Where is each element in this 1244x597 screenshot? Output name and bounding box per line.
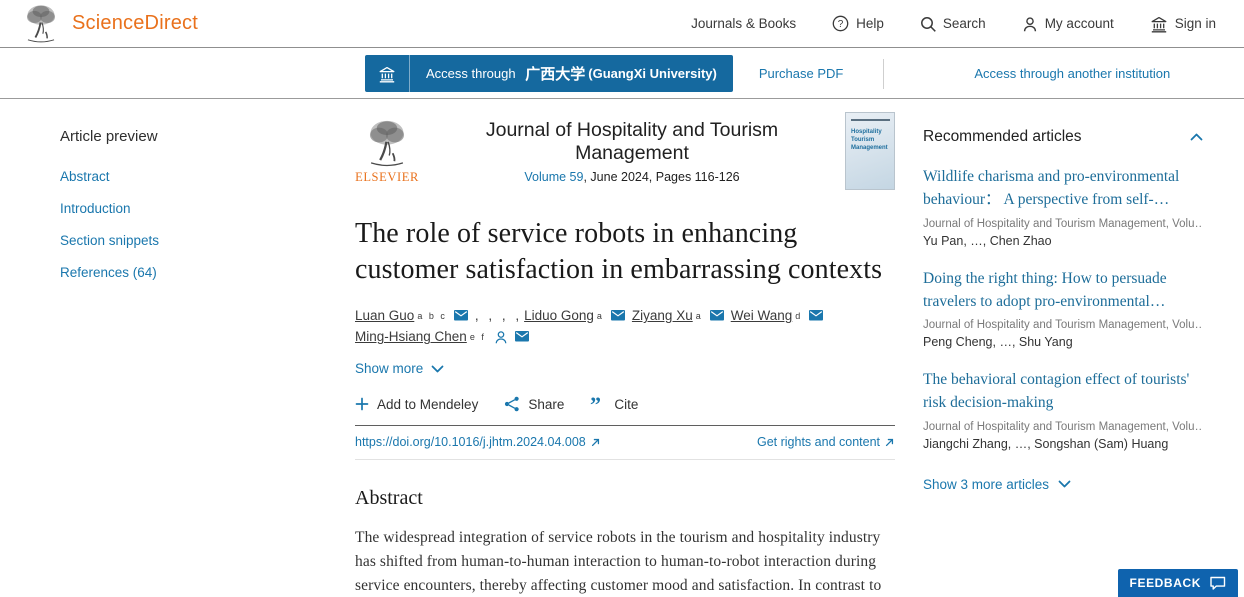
journal-banner-center: Journal of Hospitality and Tourism Manag… — [433, 119, 831, 184]
access-another-institution-link[interactable]: Access through another institution — [974, 66, 1171, 81]
chevron-down-icon — [1058, 480, 1071, 488]
recommended-article-source: Journal of Hospitality and Tourism Manag… — [923, 319, 1203, 331]
article-title: The role of service robots in enhancing … — [355, 218, 883, 286]
envelope-icon[interactable] — [514, 331, 529, 343]
get-rights-link[interactable]: Get rights and content — [757, 435, 895, 449]
recommended-article-source: Journal of Hospitality and Tourism Manag… — [923, 420, 1203, 433]
recommended-article-item: Doing the right thing: How to persuade t… — [923, 267, 1203, 350]
cite-button[interactable]: ” Cite — [590, 397, 638, 412]
svg-text:”: ” — [590, 397, 601, 411]
person-icon — [1023, 16, 1036, 32]
author-ziyang-xu: Ziyang Xu a — [632, 308, 731, 323]
external-link-icon — [885, 438, 894, 446]
article-main-column: ELSEVIER Journal of Hospitality and Tour… — [355, 112, 895, 597]
feedback-bubble-icon — [1210, 576, 1226, 590]
author-separators: , , , , — [474, 308, 523, 324]
envelope-icon[interactable] — [809, 310, 824, 322]
top-navigation: Journals & Books Help Search My account … — [691, 15, 1216, 33]
help-icon — [832, 15, 849, 32]
envelope-icon[interactable] — [610, 310, 625, 322]
elsevier-wordmark: ELSEVIER — [355, 169, 419, 184]
article-actions-row: Add to Mendeley Share ” Cite — [355, 396, 895, 413]
feedback-button[interactable]: FEEDBACK — [1117, 569, 1238, 597]
chevron-down-icon — [431, 365, 444, 373]
sidebar-item-abstract[interactable]: Abstract — [60, 169, 110, 184]
recommended-article-link[interactable]: Wildlife charisma and pro-environmental … — [923, 168, 1180, 209]
author-link[interactable]: Ziyang Xu — [631, 308, 693, 324]
institution-icon — [365, 55, 410, 92]
add-to-mendeley-button[interactable]: Add to Mendeley — [355, 397, 478, 412]
nav-sign-in[interactable]: Sign in — [1150, 15, 1216, 33]
author-wei-wang: Wei Wang d — [731, 308, 831, 323]
elsevier-logo[interactable]: ELSEVIER — [355, 118, 419, 185]
author-link[interactable]: Luan Guo — [355, 308, 415, 324]
volume-issue-line: Volume 59, June 2024, Pages 116-126 — [524, 169, 740, 184]
journal-cover-thumbnail[interactable]: Hospitality Tourism Management — [845, 112, 895, 190]
access-button-label: Access through 广西大学 (GuangXi University) — [410, 55, 733, 92]
recommended-articles-title: Recommended articles — [923, 128, 1082, 145]
institution-name-cjk: 广西大学 — [525, 66, 586, 83]
show-more-authors-button[interactable]: Show more — [355, 361, 895, 376]
author-link[interactable]: Liduo Gong — [524, 308, 594, 324]
author-ming-hsiang-chen: Ming-Hsiang Chen e f — [355, 329, 536, 344]
nav-search[interactable]: Search — [920, 16, 986, 32]
brand-wordmark: ScienceDirect — [72, 12, 198, 34]
person-icon[interactable] — [494, 330, 508, 344]
institutional-access-bar: Access through 广西大学 (GuangXi University)… — [0, 49, 1244, 99]
collapse-panel-button[interactable] — [1190, 133, 1203, 141]
envelope-icon[interactable] — [453, 310, 468, 322]
sciencedirect-logo[interactable]: ScienceDirect — [22, 3, 198, 44]
elsevier-tree-icon — [26, 4, 56, 43]
recommended-article-source: Journal of Hospitality and Tourism Manag… — [923, 217, 1203, 230]
journal-title-link[interactable]: Journal of Hospitality and Tourism Manag… — [485, 118, 779, 164]
recommended-article-authors: Yu Pan, …, Chen Zhao — [923, 233, 1052, 248]
purchase-pdf-link[interactable]: Purchase PDF — [758, 66, 844, 81]
access-bar-divider — [883, 58, 885, 89]
share-button[interactable]: Share — [504, 396, 564, 413]
chevron-up-icon — [1190, 133, 1203, 141]
search-icon — [920, 16, 936, 32]
author-link[interactable]: Wei Wang — [730, 308, 793, 324]
authors-row: Luan Guo a b c , , , , Liduo Gong a Ziyang… — [355, 308, 895, 344]
doi-link[interactable]: https://doi.org/10.1016/j.jhtm.2024.04.0… — [355, 435, 601, 449]
cite-quote-icon: ” — [590, 397, 601, 411]
nav-help[interactable]: Help — [832, 15, 884, 32]
show-more-articles-button[interactable]: Show 3 more articles — [923, 477, 1203, 492]
article-preview-sidebar: Article preview Abstract Introduction Se… — [60, 128, 310, 297]
share-icon — [504, 396, 520, 413]
abstract-text: The widespread integration of service ro… — [355, 529, 882, 594]
institution-name-en: (GuangXi University) — [588, 66, 717, 81]
nav-my-account[interactable]: My account — [1022, 16, 1114, 32]
recommended-article-authors: Jiangchi Zhang, …, Songshan (Sam) Huang — [923, 436, 1169, 451]
access-through-institution-button[interactable]: Access through 广西大学 (GuangXi University) — [365, 55, 733, 92]
author-link[interactable]: Ming-Hsiang Chen — [355, 329, 467, 345]
sidebar-item-introduction[interactable]: Introduction — [60, 201, 131, 216]
recommended-article-link[interactable]: Doing the right thing: How to persuade t… — [923, 269, 1167, 310]
recommended-articles-header: Recommended articles — [923, 128, 1203, 146]
author-liduo-gong: Liduo Gong a — [524, 308, 632, 323]
recommended-article-item: Wildlife charisma and pro-environmental … — [923, 165, 1203, 248]
top-header: ScienceDirect Journals & Books Help Sear… — [0, 0, 1244, 48]
recommended-article-item: The behavioral contagion effect of touri… — [923, 368, 1203, 451]
envelope-icon[interactable] — [709, 310, 724, 322]
abstract-heading: Abstract — [355, 487, 423, 510]
recommended-article-link[interactable]: The behavioral contagion effect of touri… — [923, 371, 1190, 412]
author-luan-guo: Luan Guo a b c , , , , — [355, 308, 523, 324]
doi-bar: https://doi.org/10.1016/j.jhtm.2024.04.0… — [355, 425, 895, 461]
journal-banner: ELSEVIER Journal of Hospitality and Tour… — [355, 112, 895, 190]
volume-link[interactable]: Volume 59 — [524, 169, 584, 184]
sidebar-item-references[interactable]: References (64) — [60, 265, 157, 280]
recommended-article-authors: Peng Cheng, …, Shu Yang — [923, 335, 1073, 349]
nav-journals-books[interactable]: Journals & Books — [691, 16, 797, 31]
external-link-icon — [591, 438, 599, 446]
plus-icon — [355, 397, 369, 411]
recommended-articles-panel: Recommended articles Wildlife charisma a… — [923, 128, 1203, 492]
sidebar-item-section-snippets[interactable]: Section snippets — [60, 233, 160, 248]
cover-top-bar — [851, 119, 890, 121]
sidebar-title: Article preview — [60, 128, 158, 145]
elsevier-tree-icon — [368, 119, 406, 167]
institution-icon — [1150, 16, 1167, 32]
